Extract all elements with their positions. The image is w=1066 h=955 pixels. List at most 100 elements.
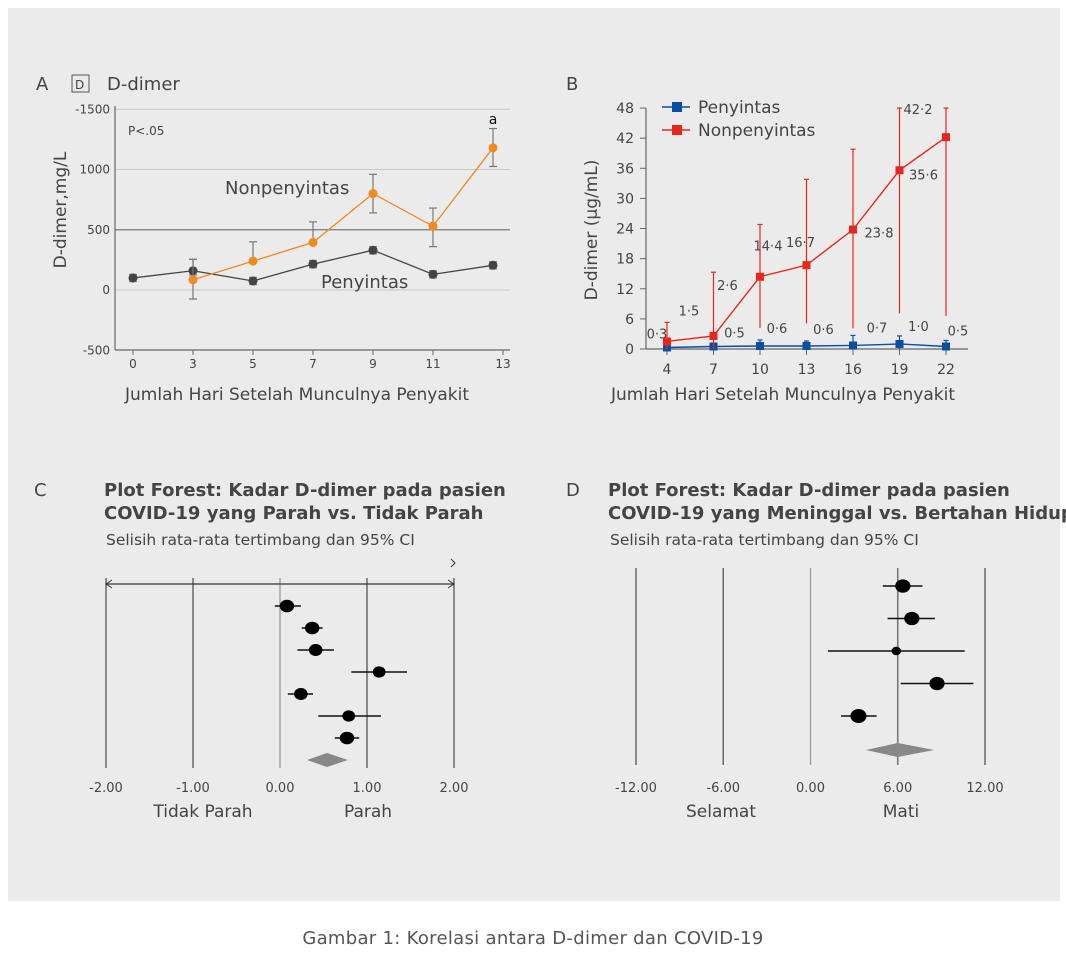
data-point-penyintas <box>849 341 857 350</box>
data-label: 42·2 <box>904 103 933 118</box>
study-point <box>372 666 386 678</box>
x-tick-label: 22 <box>937 362 955 378</box>
study-point <box>304 621 320 635</box>
y-tick-label: 1000 <box>79 163 110 177</box>
series-label-penyintas: Penyintas <box>321 272 408 293</box>
data-point-nonpenyintas <box>428 221 438 231</box>
arrow-right-icon <box>447 579 455 589</box>
left-direction-label: Tidak Parah <box>152 802 252 822</box>
data-point-nonpenyintas <box>895 166 904 175</box>
data-point-penyintas <box>428 269 438 279</box>
x-tick-label: 13 <box>495 357 510 371</box>
data-label: 0·5 <box>724 326 745 341</box>
data-label: 2·6 <box>717 279 738 294</box>
y-tick-label: 36 <box>616 161 634 177</box>
data-point-nonpenyintas <box>488 143 498 153</box>
x-tick-label: 9 <box>369 357 377 371</box>
study-point <box>904 611 920 626</box>
y-tick-label: 0 <box>625 342 634 358</box>
panel-a-label: A <box>36 74 49 95</box>
panel-c-label: C <box>34 480 47 501</box>
data-point-nonpenyintas <box>802 261 811 270</box>
series-label-nonpenyintas: Nonpenyintas <box>225 178 349 199</box>
forest-title-line2: COVID-19 yang Parah vs. Tidak Parah <box>104 503 484 524</box>
x-tick-label: -1.00 <box>176 781 210 796</box>
x-tick-label: 0 <box>129 357 137 371</box>
y-tick-label: 24 <box>616 222 634 238</box>
x-tick-label: 0.00 <box>266 781 295 796</box>
data-point-nonpenyintas <box>663 337 671 346</box>
x-tick-label: 6.00 <box>883 781 912 796</box>
legend-marker <box>672 125 682 135</box>
panel-a-title: D-dimer <box>107 74 180 95</box>
y-tick-label: 12 <box>616 282 634 298</box>
chevron-right-icon <box>450 558 456 568</box>
x-tick-label: 3 <box>189 357 197 371</box>
forest-title-line1: Plot Forest: Kadar D-dimer pada pasien <box>608 480 1010 501</box>
x-tick-label: 13 <box>798 362 816 378</box>
y-tick-label: 18 <box>616 252 634 268</box>
pooled-estimate-diamond <box>865 743 935 757</box>
study-point <box>342 710 356 722</box>
data-label: 1·5 <box>679 304 700 319</box>
legend-label-nonpenyintas: Nonpenyintas <box>698 121 816 141</box>
data-point-penyintas <box>248 276 258 286</box>
data-point-penyintas <box>895 339 904 348</box>
x-tick-label: 16 <box>844 362 862 378</box>
x-tick-label: 5 <box>249 357 257 371</box>
y-tick-label: -1500 <box>75 102 110 116</box>
forest-subtitle: Selisih rata-rata tertimbang dan 95% CI <box>106 531 415 549</box>
significance-mark: a <box>489 112 498 128</box>
data-point-penyintas <box>128 273 138 283</box>
x-tick-label: 2.00 <box>440 781 469 796</box>
study-point <box>895 579 911 593</box>
data-point-nonpenyintas <box>849 225 857 234</box>
data-label: 16·7 <box>786 236 815 251</box>
legend-label-penyintas: Penyintas <box>698 98 781 118</box>
panel-a-box-label: D <box>75 78 84 92</box>
x-tick-label: -12.00 <box>615 781 657 796</box>
panel-b-label: B <box>566 74 578 95</box>
forest-title-line2: COVID-19 yang Meninggal vs. Bertahan Hid… <box>608 503 1066 524</box>
y-axis-label: D-dimer (µg/mL) <box>582 160 602 301</box>
x-tick-label: 10 <box>751 362 769 378</box>
series-line-nonpenyintas <box>192 147 494 281</box>
y-tick-label: -500 <box>83 343 110 357</box>
panel-a-box <box>71 74 90 93</box>
data-label: 14·4 <box>754 240 783 255</box>
x-tick-label: -6.00 <box>706 781 740 796</box>
left-direction-label: Selamat <box>686 802 756 822</box>
x-tick-label: 0.00 <box>796 781 825 796</box>
x-tick-label: 11 <box>425 357 440 371</box>
right-direction-label: Parah <box>344 802 392 822</box>
x-tick-label: 7 <box>709 362 718 378</box>
x-tick-label: 4 <box>663 362 672 378</box>
y-axis-label: D-dimer,mg/L <box>51 151 71 268</box>
panel-d-label: D <box>566 480 580 501</box>
y-tick-label: 0 <box>102 283 110 297</box>
pooled-estimate-diamond <box>306 753 348 767</box>
figure-caption: Gambar 1: Korelasi antara D-dimer dan CO… <box>302 928 764 949</box>
data-point-nonpenyintas <box>368 189 378 199</box>
y-tick-label: 30 <box>616 191 634 207</box>
study-point <box>339 731 355 745</box>
data-point-nonpenyintas <box>942 133 950 142</box>
arrow-left-icon <box>105 579 113 589</box>
data-point-nonpenyintas <box>308 237 318 247</box>
right-direction-label: Mati <box>883 802 919 822</box>
study-point <box>279 599 295 613</box>
study-point <box>891 646 902 656</box>
data-label: 0·7 <box>867 321 888 336</box>
y-tick-label: 500 <box>87 223 110 237</box>
x-axis-label: Jumlah Hari Setelah Munculnya Penyakit <box>610 385 955 405</box>
y-tick-label: 42 <box>616 131 634 147</box>
study-point <box>850 709 867 723</box>
data-point-penyintas <box>802 341 811 350</box>
data-point-penyintas <box>488 260 498 270</box>
data-point-nonpenyintas <box>248 256 258 266</box>
data-point-penyintas <box>308 259 318 269</box>
study-point <box>929 676 945 691</box>
data-label: 35·6 <box>909 168 938 183</box>
data-label: 1·0 <box>908 320 929 335</box>
